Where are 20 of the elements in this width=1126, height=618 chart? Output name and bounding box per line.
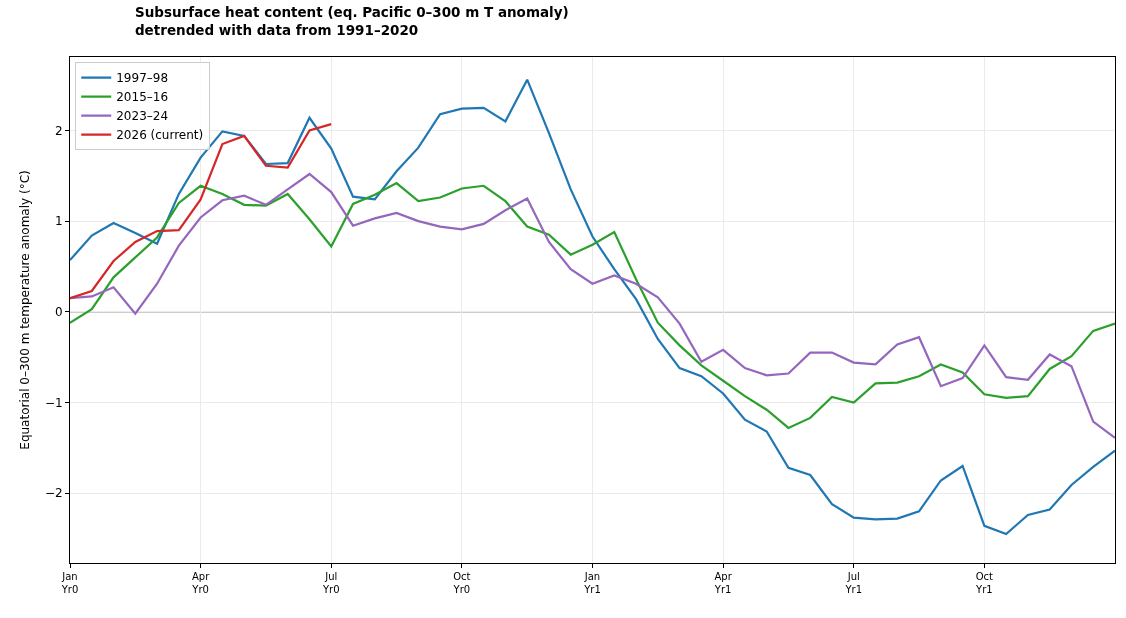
y-tick-label: −1 <box>44 395 63 410</box>
x-tick-label: Oct Yr1 <box>975 571 994 595</box>
x-tick-label: Oct Yr0 <box>452 571 471 595</box>
x-tick-label: Apr Yr1 <box>713 571 733 595</box>
legend-label: 2023–24 <box>116 109 169 124</box>
x-tick-label: Jan Yr1 <box>583 571 601 595</box>
x-tick-label: Jul Yr1 <box>844 571 863 595</box>
y-tick-label: 1 <box>54 214 63 229</box>
chart-title: Subsurface heat content (eq. Pacific 0–300 m T anomaly) detrended with data from 1991–2020 <box>134 4 569 38</box>
y-tick-label: 0 <box>54 305 63 320</box>
y-tick-label: −2 <box>44 486 63 501</box>
x-tick-label: Jan Yr0 <box>60 571 79 595</box>
x-tick-label: Apr Yr0 <box>191 571 211 595</box>
y-axis-title: Equatorial 0–300 m temperature anomaly (°C) <box>18 170 33 450</box>
legend-label: 2015–16 <box>116 90 169 105</box>
legend-label: 2026 (current) <box>116 128 204 143</box>
line-series <box>70 123 333 300</box>
x-tick-label: Jul Yr0 <box>321 571 340 595</box>
y-tick-label: 2 <box>54 123 63 138</box>
legend-label: 1997–98 <box>116 71 169 86</box>
